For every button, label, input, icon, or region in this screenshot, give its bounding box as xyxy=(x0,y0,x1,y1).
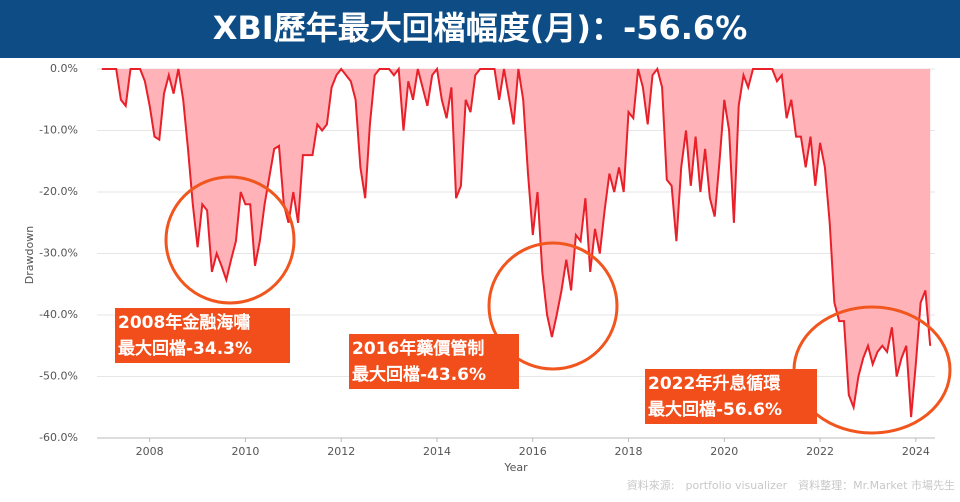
annotation-text: 最大回檔-34.3% xyxy=(118,338,252,359)
y-tick-label: -10.0% xyxy=(39,124,78,137)
x-tick-label: 2008 xyxy=(136,445,164,458)
x-axis-label: Year xyxy=(503,461,528,474)
x-tick-label: 2022 xyxy=(806,445,834,458)
annotation-text: 最大回檔-43.6% xyxy=(352,364,486,385)
x-tick-label: 2012 xyxy=(327,445,355,458)
y-axis-label: Drawdown xyxy=(23,226,36,284)
x-tick-label: 2020 xyxy=(710,445,738,458)
highlight-circle xyxy=(164,175,296,305)
x-tick-label: 2010 xyxy=(231,445,259,458)
y-tick-label: 0.0% xyxy=(50,62,78,75)
annotation-text: 最大回檔-56.6% xyxy=(648,399,782,420)
chart-title: XBI歷年最大回檔幅度(月)：-56.6% xyxy=(213,9,748,47)
y-tick-label: -20.0% xyxy=(39,185,78,198)
annotation-box xyxy=(349,334,519,389)
annotation-box xyxy=(645,369,817,424)
x-tick-label: 2018 xyxy=(615,445,643,458)
y-tick-label: -60.0% xyxy=(39,431,78,444)
x-tick-label: 2024 xyxy=(902,445,930,458)
source-note: 資料來源: portfolio visualizer 資料整理：Mr.Marke… xyxy=(627,478,955,492)
annotation-text: 2022年升息循環 xyxy=(648,373,781,394)
x-tick-label: 2014 xyxy=(423,445,451,458)
y-tick-label: -50.0% xyxy=(39,370,78,383)
y-tick-label: -30.0% xyxy=(39,247,78,260)
y-tick-label: -40.0% xyxy=(39,308,78,321)
title-banner xyxy=(0,0,960,58)
annotation-text: 2008年金融海嘯 xyxy=(118,312,250,333)
annotation-text: 2016年藥價管制 xyxy=(352,338,484,359)
annotation-box xyxy=(115,308,290,363)
x-tick-label: 2016 xyxy=(519,445,547,458)
drawdown-line xyxy=(101,66,932,418)
drawdown-area xyxy=(101,69,931,418)
highlight-circle xyxy=(487,241,619,371)
